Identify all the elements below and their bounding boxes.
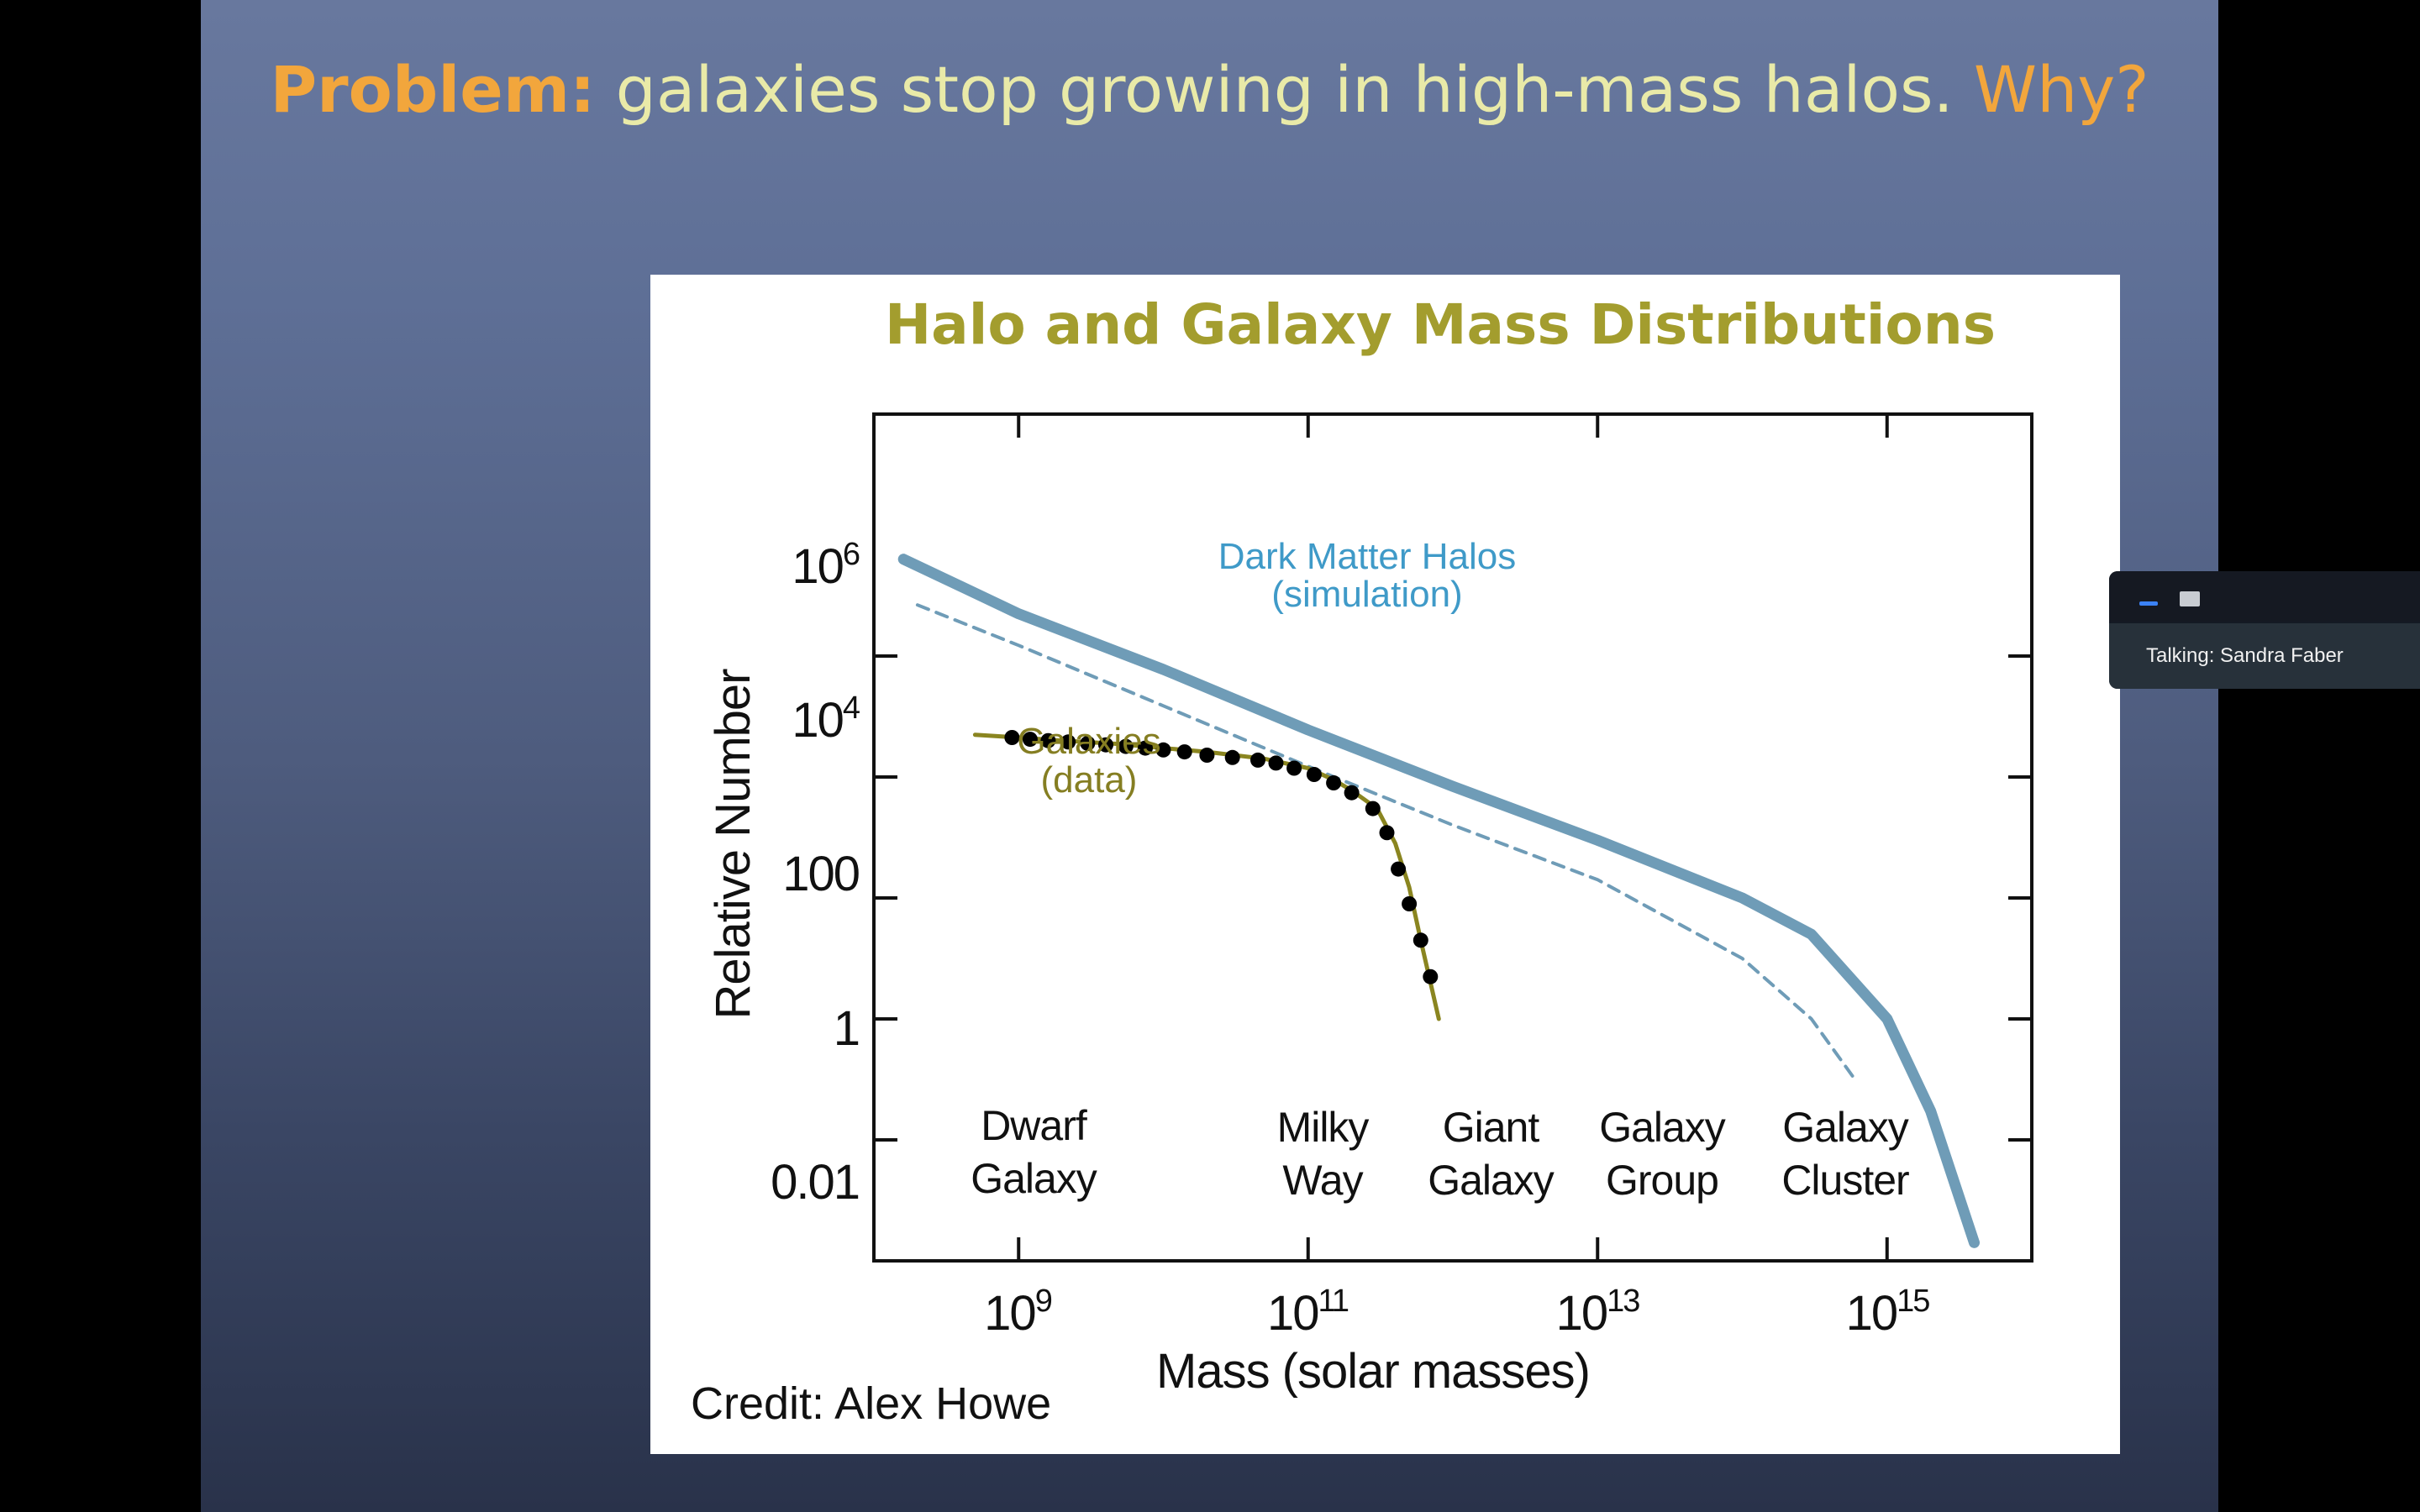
galaxy-data-point — [1344, 785, 1360, 801]
y-tick-label-0.01: 0.01 — [771, 1155, 859, 1210]
y-tick-labels: 106 104 100 1 0.01 — [771, 537, 862, 1210]
galaxy-data-point — [1080, 735, 1096, 751]
galaxies-annotation-line1: Galaxies — [1017, 721, 1160, 762]
minimize-icon[interactable] — [2139, 601, 2158, 606]
galaxy-data-point — [1040, 732, 1056, 748]
chart-svg: Halo and Galaxy Mass Distributions 106 1… — [691, 292, 2033, 1429]
x-axis-title: Mass (solar masses) — [1156, 1344, 1590, 1399]
category-dwarf-line1: Dwarf — [981, 1102, 1087, 1149]
axis-ticks — [874, 414, 2032, 1261]
x-tick-label-1e13: 1013 — [1556, 1284, 1640, 1341]
x-tick-label-1e9: 109 — [984, 1284, 1052, 1341]
category-milky-line1: Milky — [1277, 1104, 1370, 1151]
galaxy-data-point — [1391, 861, 1407, 877]
galaxy-data-point — [1138, 740, 1153, 756]
talking-indicator: Talking: Sandra Faber — [2109, 623, 2420, 689]
panel-title-bar — [2109, 571, 2420, 622]
galaxy-data-point — [1199, 748, 1215, 763]
chart-title: Halo and Galaxy Mass Distributions — [885, 292, 1996, 357]
y-tick-label-1: 1 — [834, 1001, 859, 1056]
halos-annotation-line1: Dark Matter Halos — [1218, 536, 1517, 577]
y-axis-title: Relative Number — [706, 669, 760, 1020]
galaxy-data-point — [1004, 730, 1020, 745]
y-tick-label-1e4: 104 — [792, 690, 860, 748]
category-group-line2: Group — [1606, 1157, 1718, 1204]
category-dwarf-line2: Galaxy — [971, 1155, 1097, 1202]
galaxy-data-point — [1098, 737, 1113, 753]
category-cluster-line1: Galaxy — [1782, 1104, 1909, 1151]
category-giant-line2: Galaxy — [1428, 1157, 1555, 1204]
galaxy-data-point — [1306, 767, 1322, 782]
category-labels: Dwarf Galaxy Milky Way Giant Galaxy Gala… — [971, 1102, 1910, 1204]
category-milky-line2: Way — [1282, 1157, 1363, 1204]
y-tick-label-1e6: 106 — [792, 537, 860, 594]
galaxies-annotation-line2: (data) — [1041, 759, 1138, 801]
galaxy-data-point — [1022, 732, 1038, 748]
talking-label: Talking: Sandra Faber — [2146, 644, 2344, 667]
y-tick-label-100: 100 — [782, 847, 859, 901]
title-tail: Why? — [1973, 52, 2149, 127]
annotations: Dark Matter Halos (simulation) Galaxies … — [1017, 536, 1516, 801]
presentation-slide: Problem: galaxies stop growing in high-m… — [201, 0, 2218, 1512]
galaxy-data-point — [1365, 801, 1381, 816]
x-tick-label-1e15: 1015 — [1846, 1284, 1930, 1341]
x-tick-label-1e11: 1011 — [1267, 1284, 1349, 1341]
plot-frame — [872, 412, 2033, 1263]
galaxy-data-point — [1060, 734, 1076, 750]
halo-curve-line — [897, 554, 1980, 1248]
halos-annotation-line2: (simulation) — [1271, 574, 1462, 615]
halo-dashed-line — [915, 603, 1857, 1081]
galaxy-data-point — [1176, 744, 1192, 760]
galaxy-data-point — [1413, 932, 1428, 948]
category-giant-line1: Giant — [1443, 1104, 1540, 1151]
galaxy-data-point — [1402, 896, 1418, 911]
galaxy-data-point — [1379, 825, 1395, 841]
category-group-line1: Galaxy — [1599, 1104, 1726, 1151]
galaxy-data-point — [1423, 969, 1439, 984]
galaxy-data-point — [1326, 775, 1342, 790]
x-tick-labels: 109 1011 1013 1015 — [984, 1284, 1931, 1341]
galaxy-data-point — [1118, 738, 1134, 754]
title-main: galaxies stop growing in high-mass halos… — [595, 52, 1974, 127]
maximize-icon[interactable] — [2180, 591, 2200, 606]
category-cluster-line2: Cluster — [1781, 1157, 1909, 1204]
galaxy-data-point — [1250, 752, 1265, 768]
galaxy-data-point — [1155, 742, 1171, 758]
galaxy-data-point — [1268, 755, 1284, 771]
chart-figure: Halo and Galaxy Mass Distributions 106 1… — [650, 275, 2120, 1454]
series-layer — [897, 554, 1980, 1248]
slide-title: Problem: galaxies stop growing in high-m… — [201, 52, 2218, 127]
title-lead: Problem: — [270, 52, 596, 127]
zoom-speaker-panel: Talking: Sandra Faber — [2109, 571, 2420, 689]
galaxy-data-point — [1224, 749, 1240, 765]
galaxy-data-point — [1286, 760, 1302, 776]
credit-text: Credit: Alex Howe — [691, 1378, 1051, 1429]
